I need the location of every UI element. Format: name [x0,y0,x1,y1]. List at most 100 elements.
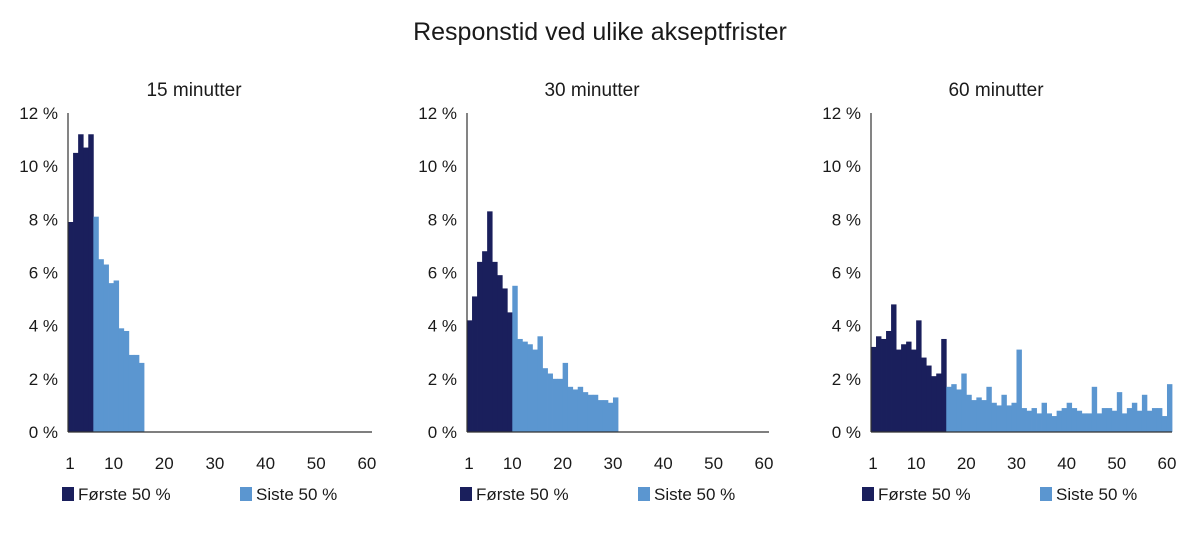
bar-last [1151,408,1158,432]
bar-first [502,288,508,432]
bar-last [1141,394,1148,432]
chart-panel-1: 15 minutter 0 % 2 % 4 % 6 % 8 % 10 % 12 % 1 10 20 3… [19,80,376,504]
bar-last [1126,408,1133,432]
bar-last [1131,402,1138,432]
bar-last [1016,349,1022,432]
panel-title: 60 minutter [948,80,1044,101]
y-tick-label: 6 % [832,264,861,283]
bar-last [951,384,957,432]
bar-first [901,344,907,432]
y-tick-label: 8 % [428,210,457,229]
bar-first [886,330,892,432]
bar-last [103,264,109,432]
bar-last [1081,413,1088,432]
bar-last [991,402,997,432]
bar-last [1076,410,1083,432]
x-tick-label: 1 [464,454,473,473]
bar-first [68,221,74,432]
bar-first [876,336,882,432]
bar-last [527,344,533,432]
x-tick-label: 20 [155,454,174,473]
bar-last [1041,402,1047,432]
bar-last [123,330,130,432]
bar-first [507,312,513,433]
bar-last [138,362,145,432]
bar-last [1026,410,1032,432]
legend-label: Første 50 % [78,485,171,504]
bar-last [537,336,543,432]
y-tick-label: 4 % [29,317,58,336]
y-tick-label: 4 % [428,317,457,336]
bar-last [1011,402,1017,432]
x-tick-label: 20 [553,454,572,473]
x-tick-label: 60 [357,454,376,473]
bar-last [602,400,609,432]
bar-last [562,362,569,432]
bar-last [133,354,140,432]
bar-last [966,394,972,432]
bar-last [986,386,992,432]
chart-panel-3: 60 minutter 0 % 2 % 4 % 6 % 8 % 10 % 12 % 1 10 20 3… [822,80,1176,504]
bar-last [1066,402,1073,432]
bar-first [881,338,887,432]
bar-last [1116,392,1123,433]
bar-last [1091,386,1098,432]
legend-label: Første 50 % [476,485,569,504]
bar-last [1056,410,1063,432]
bar-first [467,320,473,432]
bar-last [607,402,614,432]
x-tick-label: 1 [65,454,74,473]
bar-last [1161,416,1168,432]
bar-last [1146,410,1153,432]
bar-last [98,259,104,432]
bar-last [1121,413,1128,432]
x-tick-label: 20 [957,454,976,473]
bar-last [542,368,548,432]
bar-last [93,216,99,432]
bar-first [497,275,503,432]
panel-title: 15 minutter [146,80,242,101]
legend-swatch [460,487,472,501]
bar-last [552,378,558,432]
bar-last [1071,408,1078,432]
y-tick-label: 0 % [832,423,861,442]
x-tick-label: 1 [868,454,877,473]
bar-last [128,354,135,432]
y-tick-label: 10 % [822,157,861,176]
legend-swatch [1040,487,1052,501]
panel-title: 30 minutter [544,80,640,101]
bar-last [1106,408,1113,432]
chart-panel-2: 30 minutter 0 % 2 % 4 % 6 % 8 % 10 % 12 % 1 10 20 3… [418,80,773,504]
bar-first [911,349,917,432]
x-tick-label: 10 [104,454,123,473]
bar-last [961,373,967,432]
bar-last [996,405,1002,432]
main-title: Responstid ved ulike akseptfrister [413,18,787,46]
legend-swatch [62,487,74,501]
bar-last [1001,394,1007,432]
bar-last [981,400,987,432]
bar-first [472,296,478,432]
bar-first [871,346,877,432]
bar-first [896,349,902,432]
bar-last [567,386,574,432]
bar-last [1021,408,1027,432]
bar-last [956,389,962,432]
bar-last [1111,410,1118,432]
legend-label: Siste 50 % [654,485,735,504]
bar-last [592,394,599,432]
y-tick-label: 10 % [418,157,457,176]
legend-label: Siste 50 % [1056,485,1137,504]
bar-last [577,386,584,432]
bar-last [597,400,604,432]
bar-last [1051,416,1058,432]
bar-last [547,373,553,432]
y-tick-label: 6 % [29,264,58,283]
y-tick-label: 6 % [428,264,457,283]
legend-swatch [240,487,252,501]
x-tick-label: 30 [604,454,623,473]
y-tick-label: 8 % [832,210,861,229]
bar-last [1006,405,1012,432]
y-tick-label: 12 % [822,104,861,123]
